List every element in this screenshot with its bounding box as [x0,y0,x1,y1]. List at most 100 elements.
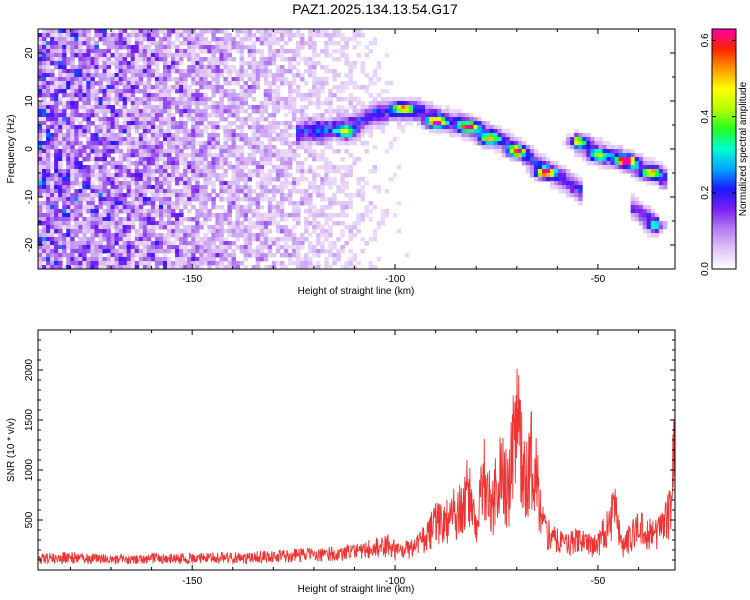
spectrogram-cell [219,257,224,262]
spectrogram-cell [130,61,136,66]
spectrogram-cell [271,209,277,214]
spectrogram-cell [175,89,180,94]
spectrogram-cell [296,121,301,126]
spectrogram-cell [368,237,374,242]
spectrogram-cell [66,221,71,226]
spectrogram-cell [62,153,67,158]
spectrogram-cell [106,69,111,74]
spectrogram-cell [211,181,216,186]
spectrogram-cell [98,261,103,266]
spectrogram-cell [223,153,228,158]
spectrogram-cell [150,225,156,230]
spectrogram-cell [215,193,220,198]
spectrogram-cell [150,149,156,154]
spectrogram-cell [138,229,144,234]
spectrogram-cell [86,45,91,50]
spectrogram-cell [457,121,462,126]
spectrogram-cell [46,185,51,190]
spectrogram-cell [38,241,43,246]
spectrogram-cell [191,205,196,210]
spectrogram-cell [94,105,99,110]
spectrogram-cell [114,221,120,226]
spectrogram-cell [275,249,281,254]
spectrogram-cell [50,145,55,150]
spectrogram-cell [211,45,216,50]
spectrogram-cell [42,89,47,94]
spectrogram-cell [509,153,515,158]
spectrogram-cell [320,49,325,54]
spectrogram-cell [114,57,120,62]
spectrogram-cell [231,225,236,230]
spectrogram-cell [227,185,232,190]
spectrogram-cell [146,249,152,254]
spectrogram-cell [461,137,466,142]
spectrogram-cell [300,97,305,102]
spectrogram-cell [195,93,200,98]
spectrogram-cell [239,245,245,250]
spectrogram-cell [348,173,353,178]
spectrogram-cell [187,29,192,34]
spectrogram-cell [251,81,257,86]
spectrogram-cell [98,121,103,126]
spectrogram-cell [267,181,273,186]
spectrogram-cell [215,253,220,258]
spectrogram-cell [219,241,224,246]
spectrogram-cell [179,189,184,194]
spectrogram-cell [102,69,107,74]
spectrogram-cell [154,189,160,194]
spectrogram-cell [267,101,273,106]
spectrogram-cell [207,149,212,154]
spectrogram-cell [328,37,333,42]
spectrogram-cell [239,197,245,202]
spectrogram-cell [134,53,140,58]
spectrogram-cell [102,197,107,202]
spectrogram-cell [255,149,261,154]
spectrogram-cell [195,157,200,162]
spectrogram-cell [247,137,253,142]
spectrogram-cell [320,225,325,230]
spectrogram-cell [344,137,349,142]
spectrogram-cell [231,149,236,154]
spectrogram-cell [271,145,277,150]
spectrogram-cell [106,205,111,210]
spectrogram-cell [521,153,527,158]
spectrogram-cell [259,245,265,250]
spectrogram-cell [243,213,249,218]
spectrogram-cell [328,201,333,206]
spectrogram-cell [74,209,79,214]
spectrogram-cell [154,181,160,186]
spectrogram-cell [570,145,575,150]
spectrogram-cell [146,93,152,98]
spectrogram-cell [82,257,87,262]
spectrogram-cell [223,109,228,114]
spectrogram-cell [195,265,200,270]
spectrogram-cell [215,109,220,114]
spectrogram-cell [82,193,87,198]
spectrogram-cell [287,257,293,262]
spectrogram-cell [505,153,511,158]
spectrogram-cell [167,113,172,118]
spectrogram-cell [62,157,67,162]
spectrogram-cell [98,177,103,182]
spectrogram-cell [308,193,313,198]
spectrogram-cell [239,37,245,42]
spectrogram-cell [275,229,281,234]
spectrogram-cell [130,137,136,142]
spectrogram-cell [203,245,208,250]
spectrogram-cell [324,69,329,74]
spectrogram-cell [239,225,245,230]
spectrogram-cell [316,213,321,218]
spectrogram-cell [340,37,345,42]
spectrogram-cell [50,165,55,170]
spectrogram-cell [122,69,128,74]
spectrogram-cell [38,149,43,154]
spectrogram-cell [291,253,297,258]
spectrogram-cell [50,121,55,126]
spectrogram-cell [195,61,200,66]
spectrogram-cell [356,125,361,130]
spectrogram-cell [78,125,83,130]
spectrogram-cell [98,257,103,262]
spectrogram-cell [58,65,63,70]
spectrogram-cell [227,125,232,130]
spectrogram-cell [98,169,103,174]
